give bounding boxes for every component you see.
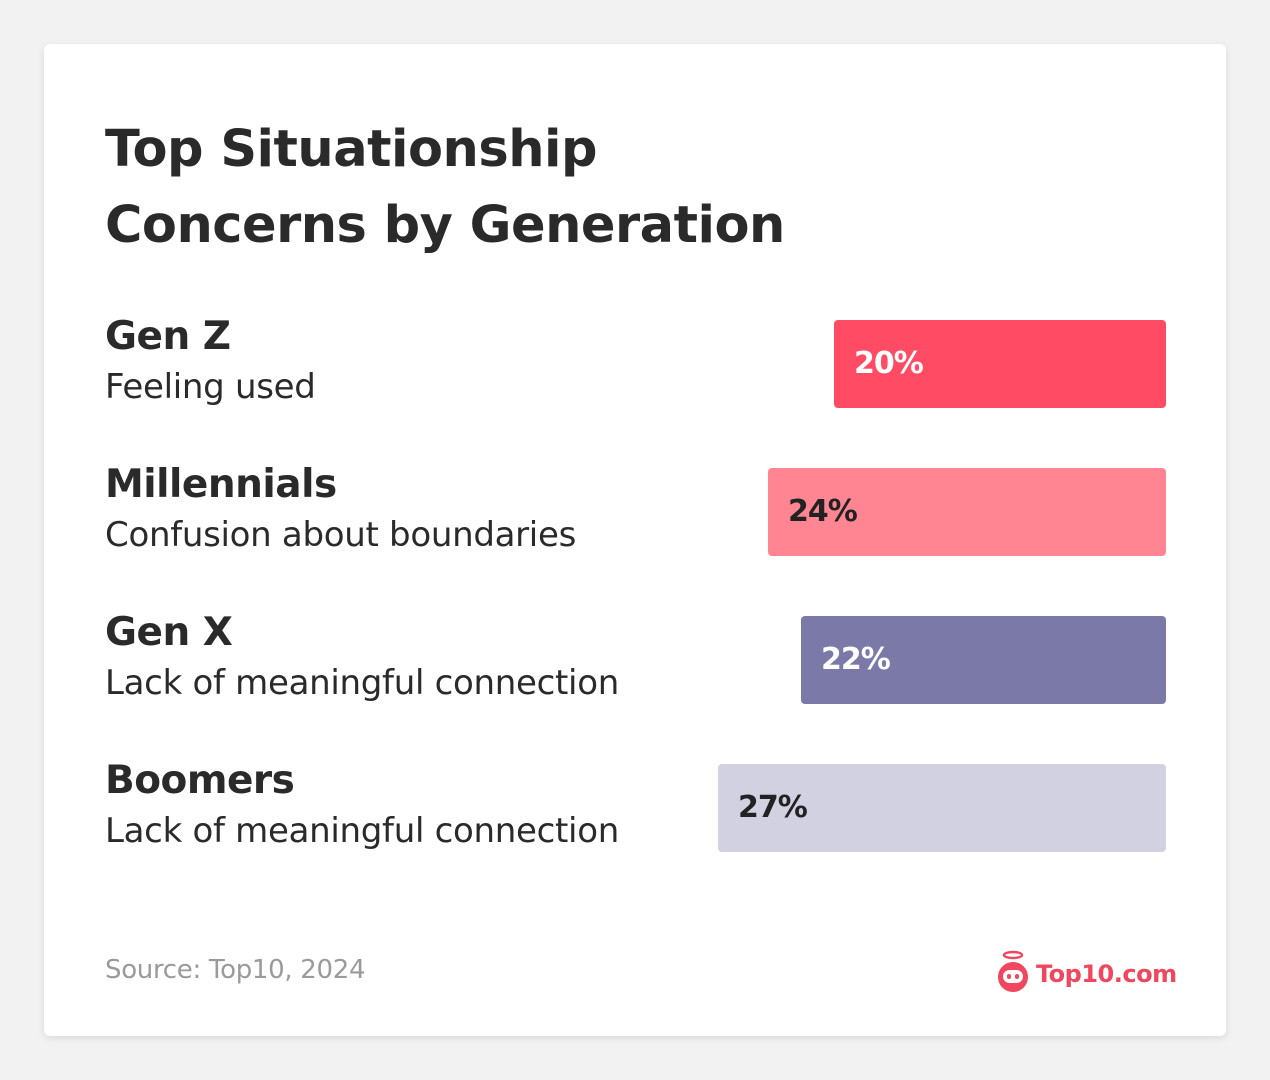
bar-value: 22% — [821, 642, 891, 677]
source-note: Source: Top10, 2024 — [105, 955, 366, 985]
concern-label: Lack of meaningful connection — [105, 663, 619, 703]
bar-row-millennials: Millennials Confusion about boundaries 2… — [44, 462, 1226, 562]
generation-label: Gen X — [105, 610, 233, 655]
generation-label: Millennials — [105, 462, 337, 507]
infographic-card: Top Situationship Concerns by Generation… — [44, 44, 1226, 1036]
generation-label: Gen Z — [105, 314, 231, 359]
bar: 22% — [801, 616, 1166, 704]
concern-label: Lack of meaningful connection — [105, 811, 619, 851]
bar-value: 20% — [854, 346, 924, 381]
bar-row-gen-z: Gen Z Feeling used 20% — [44, 314, 1226, 414]
bar: 24% — [768, 468, 1166, 556]
bar-row-gen-x: Gen X Lack of meaningful connection 22% — [44, 610, 1226, 710]
concern-label: Feeling used — [105, 367, 316, 407]
bar-row-boomers: Boomers Lack of meaningful connection 27… — [44, 758, 1226, 858]
bar-value: 24% — [788, 494, 858, 529]
chart-title: Top Situationship Concerns by Generation — [105, 120, 785, 255]
bar: 27% — [718, 764, 1166, 852]
brand-logo: Top10.com — [996, 950, 1177, 998]
concern-label: Confusion about boundaries — [105, 515, 576, 555]
generation-label: Boomers — [105, 758, 295, 803]
logo-text: Top10.com — [1036, 960, 1177, 988]
bar-value: 27% — [738, 790, 808, 825]
robot-halo-icon — [996, 950, 1030, 998]
bar: 20% — [834, 320, 1166, 408]
